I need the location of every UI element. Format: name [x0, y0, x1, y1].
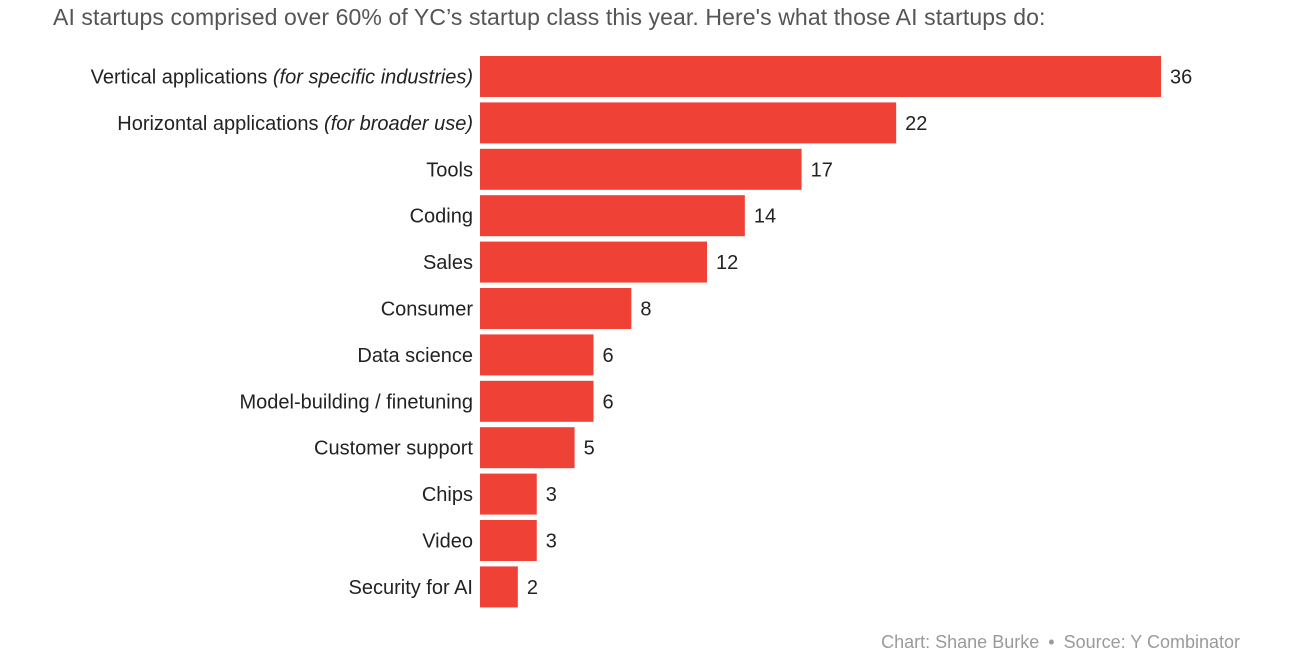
value-label: 12: [716, 252, 738, 274]
category-label-main: Horizontal applications: [117, 113, 318, 135]
value-label: 2: [527, 577, 538, 599]
bar: [480, 148, 802, 190]
bar: [480, 288, 632, 329]
value-label: 3: [546, 484, 557, 506]
value-label: 22: [905, 113, 927, 135]
value-labels-group: 36 22 17 14 12 8 6 6 5 3 3 2: [527, 67, 1192, 599]
bar: [480, 334, 594, 376]
category-label-main: Security for AI: [349, 577, 474, 599]
category-labels-group: Vertical applications (for specific indu…: [91, 67, 474, 599]
category-label-main: Chips: [422, 484, 473, 506]
category-label: Security for AI: [349, 577, 474, 599]
category-label: Tools: [426, 159, 473, 181]
bar: [480, 427, 575, 469]
category-label: Coding: [410, 206, 473, 228]
category-label-main: Sales: [423, 252, 473, 274]
value-label: 6: [603, 391, 614, 413]
value-label: 5: [584, 438, 595, 460]
chart-credit: Chart: Shane Burke • Source: Y Combinato…: [881, 632, 1240, 653]
category-label: Model-building / finetuning: [240, 391, 474, 413]
category-label: Chips: [422, 484, 473, 506]
category-label: Video: [422, 531, 473, 553]
category-label-main: Consumer: [381, 299, 474, 321]
category-label: Data science: [357, 345, 473, 367]
category-label-main: Coding: [410, 206, 473, 228]
bar: [480, 195, 745, 237]
bar: [480, 241, 707, 283]
bar: [480, 566, 518, 608]
bar: [480, 520, 537, 561]
category-label-main: Tools: [426, 159, 473, 181]
bar: [480, 56, 1161, 97]
value-label: 6: [603, 345, 614, 367]
category-label: Consumer: [381, 299, 474, 321]
credit-separator: •: [1048, 632, 1055, 652]
chart-title: AI startups comprised over 60% of YC’s s…: [53, 4, 1046, 30]
category-label-main: Video: [422, 531, 473, 553]
category-label-main: Data science: [357, 345, 473, 367]
credit-author: Chart: Shane Burke: [881, 632, 1040, 652]
value-label: 3: [546, 531, 557, 553]
category-label-note: (for specific industries): [267, 67, 473, 89]
category-label: Horizontal applications (for broader use…: [117, 113, 473, 135]
category-label-note: (for broader use): [318, 113, 473, 135]
category-label: Customer support: [314, 438, 473, 460]
category-label-main: Vertical applications: [91, 67, 268, 89]
value-label: 8: [640, 299, 651, 321]
bar: [480, 473, 537, 515]
bar: [480, 380, 594, 422]
category-label-main: Model-building / finetuning: [240, 391, 474, 413]
bars-group: [480, 56, 1161, 608]
value-label: 17: [811, 159, 833, 181]
bar: [480, 102, 897, 144]
value-label: 36: [1170, 67, 1192, 89]
credit-source: Source: Y Combinator: [1063, 632, 1240, 652]
category-label: Sales: [423, 252, 473, 274]
category-label: Vertical applications (for specific indu…: [91, 67, 473, 89]
category-label-main: Customer support: [314, 438, 473, 460]
value-label: 14: [754, 206, 776, 228]
